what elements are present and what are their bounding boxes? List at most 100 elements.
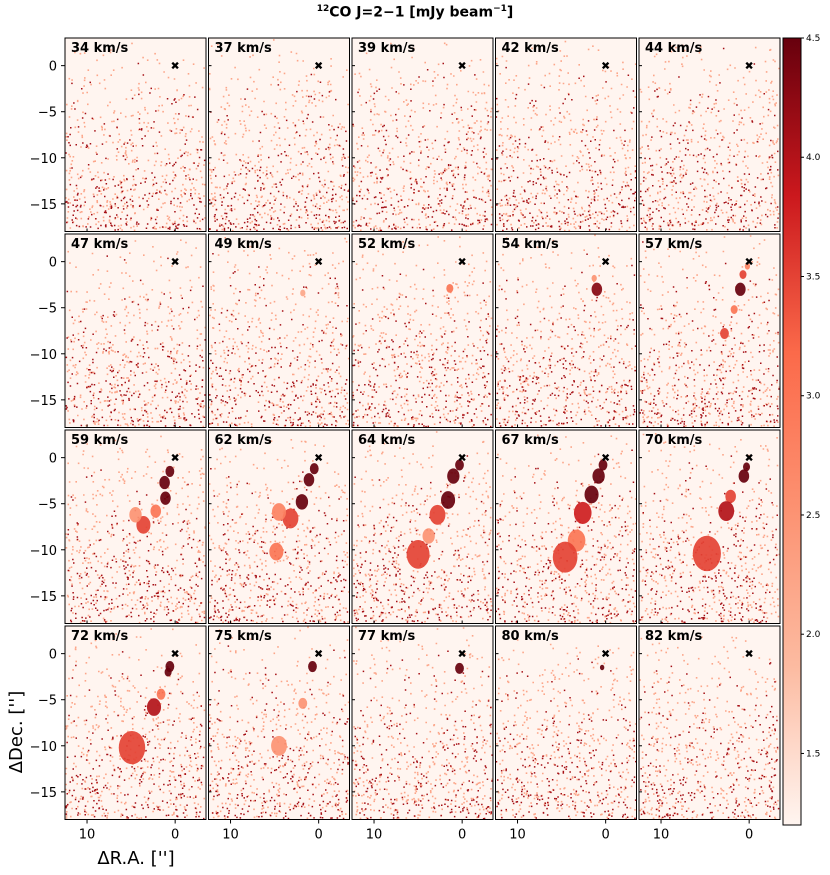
channel-panel: ✖ 67 km/s [495,429,637,624]
source-marker: ✖ [314,452,323,465]
source-marker: ✖ [601,452,610,465]
noise-speckle [640,637,780,819]
source-marker: ✖ [745,256,754,269]
y-tick-label: −15 [30,198,57,213]
source-marker: ✖ [745,648,754,661]
source-marker: ✖ [314,60,323,73]
channel-panel: ✖ 52 km/s [351,233,494,428]
y-tick-label: −15 [30,786,57,801]
emission-knot [271,503,287,521]
y-tick-label: 0 [49,60,57,75]
panel-background [639,234,780,428]
x-axis-label: ΔR.A. [''] [97,848,174,869]
emission-knot [295,494,309,510]
velocity-label: 67 km/s [502,433,560,448]
emission-knot [739,270,747,279]
panel-background [65,234,206,428]
velocity-label: 82 km/s [645,629,703,644]
emission-knot [150,504,162,518]
emission-knot [159,475,170,490]
channel-panel: ✖ 77 km/s 10 0 [351,625,494,843]
y-tick-label: −5 [38,302,57,317]
velocity-label: 52 km/s [358,237,416,252]
channel-panel: ✖ 42 km/s [495,37,637,232]
noise-speckle [639,44,780,231]
y-tick-label: −5 [38,498,57,513]
channel-panel: ✖ 44 km/s [638,37,781,232]
velocity-label: 54 km/s [502,237,560,252]
colorbar-tick-label: 1.5 [806,749,820,759]
panel-background [639,430,780,624]
panel-frame [495,429,637,624]
emission-knot [136,516,151,534]
velocity-label: 70 km/s [645,433,703,448]
emission-knot [598,459,608,471]
emission-knot [447,468,460,484]
emission-knot [592,468,605,484]
panel-frame [638,233,781,428]
colorbar [782,37,802,826]
velocity-label: 49 km/s [215,237,273,252]
panel-background [208,38,350,232]
velocity-label: 57 km/s [645,237,703,252]
x-tick-label: 0 [745,828,753,843]
channel-panel: ✖ 49 km/s [208,233,350,428]
emission-knot [738,469,750,483]
velocity-label: 39 km/s [358,41,416,56]
panel-frame [638,625,781,820]
channel-panel: ✖ 34 km/s 0 −5 −10 −15 [30,37,207,232]
velocity-label: 37 km/s [215,41,273,56]
noise-speckle [639,636,779,820]
source-marker: ✖ [458,256,467,269]
velocity-label: 34 km/s [71,41,129,56]
source-marker: ✖ [601,256,610,269]
velocity-label: 47 km/s [71,237,129,252]
colorbar-tick-label: 3.0 [806,392,821,402]
panel-frame [638,37,781,232]
emission-knot [271,735,287,756]
source-marker: ✖ [171,648,180,661]
x-tick-label: 10 [509,828,526,843]
source-marker: ✖ [314,648,323,661]
colorbar-tick-label: 4.0 [806,153,821,163]
panel-background [65,430,206,624]
emission-knot [303,473,315,487]
emission-knot [599,664,605,671]
emission-knot [735,282,746,296]
source-marker: ✖ [171,452,180,465]
velocity-label: 72 km/s [71,629,129,644]
channel-panel: ✖ 37 km/s [208,37,350,232]
source-marker: ✖ [171,60,180,73]
source-marker: ✖ [458,648,467,661]
emission-knot [160,491,171,505]
emission-knot [692,535,721,572]
emission-knot [441,491,456,509]
panel-frame [351,625,494,820]
panel-background [208,430,350,624]
y-tick-label: 0 [49,648,57,663]
panel-frame [495,37,637,232]
noise-speckle [65,255,206,428]
emission-knot [742,462,751,472]
panel-frame [208,429,350,624]
source-marker: ✖ [314,256,323,269]
x-tick-label: 0 [602,828,610,843]
noise-speckle [65,651,205,820]
noise-speckle [495,658,637,820]
channel-panel: ✖ 62 km/s [208,429,350,624]
emission-knot [429,504,446,525]
emission-knot [118,731,146,765]
panel-frame [351,429,494,624]
panel-background [495,38,637,232]
panel-frame [638,429,781,624]
y-tick-label: −10 [30,740,57,755]
x-tick-label: 10 [79,828,96,843]
emission-knot [156,688,166,700]
channel-panel: ✖ 54 km/s [495,233,637,428]
emission-knot [455,459,464,471]
emission-knot [455,662,464,674]
colorbar-tick-label: 2.0 [806,630,821,640]
panel-background [65,626,206,820]
panel-frame [64,429,207,624]
noise-speckle [352,650,493,820]
